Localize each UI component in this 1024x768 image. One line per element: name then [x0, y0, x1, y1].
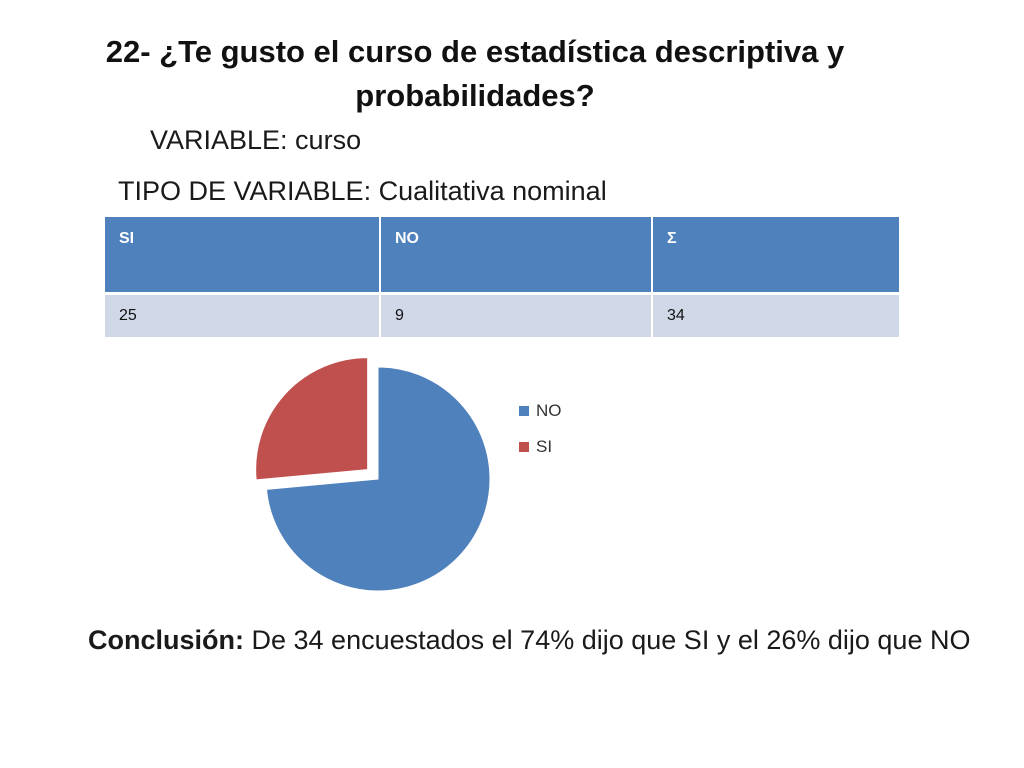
legend-label-si: SI — [536, 437, 553, 456]
legend-swatch-si — [519, 442, 529, 452]
header-cell-no: NO — [380, 217, 653, 293]
table-row: 25 9 34 — [105, 291, 899, 337]
slide-title: 22- ¿Te gusto el curso de estadística de… — [105, 34, 845, 113]
pie-slice-si — [255, 357, 369, 481]
conclusion-label: Conclusión: — [88, 625, 244, 655]
conclusion: Conclusión: De 34 encuestados el 74% dij… — [88, 622, 978, 658]
legend-item-si: SI — [519, 436, 562, 458]
pie-slice-no — [265, 366, 491, 592]
header-cell-si: SI — [105, 217, 381, 293]
legend-label-no: NO — [536, 401, 562, 420]
table-header-row: SI NO Σ — [105, 217, 899, 293]
legend-swatch-no — [519, 406, 529, 416]
variable-type-line: TIPO DE VARIABLE: Cualitativa nominal — [118, 176, 607, 206]
cell-total-count: 34 — [652, 291, 899, 337]
conclusion-text: De 34 encuestados el 74% dijo que SI y e… — [244, 625, 971, 655]
frequency-table: SI NO Σ 25 9 34 — [105, 217, 899, 337]
cell-no-count: 9 — [380, 291, 653, 337]
header-cell-sum: Σ — [652, 217, 899, 293]
cell-si-count: 25 — [105, 291, 381, 337]
chart-legend: NO SI — [519, 400, 562, 472]
variable-line: VARIABLE: curso — [150, 125, 362, 155]
legend-item-no: NO — [519, 400, 562, 422]
pie-chart — [255, 357, 491, 592]
